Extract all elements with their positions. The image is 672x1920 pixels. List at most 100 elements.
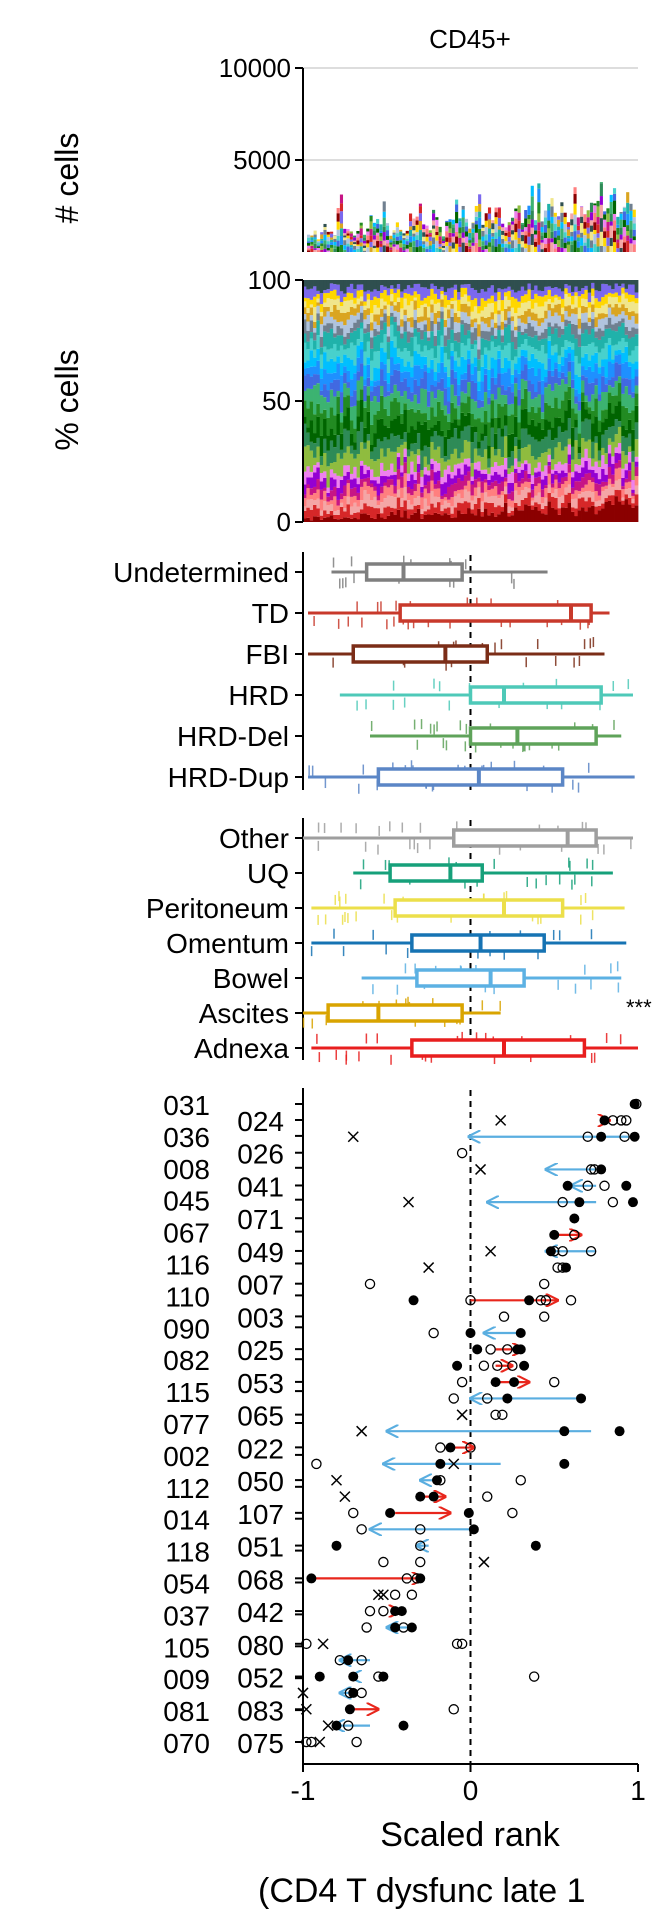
count-bar-segment (573, 231, 577, 241)
count-bar-segment (510, 240, 515, 249)
filled-point (574, 1197, 585, 1208)
composition-segment (336, 379, 341, 391)
composition-segment (564, 507, 569, 522)
composition-segment (534, 285, 538, 294)
count-bar-segment (484, 240, 488, 246)
composition-segment (547, 484, 552, 493)
composition-segment (480, 381, 485, 401)
cross-point (314, 1736, 326, 1748)
count-bar-segment (422, 241, 426, 245)
composition-segment (329, 500, 334, 505)
composition-segment (550, 376, 555, 391)
composition-segment (423, 303, 428, 307)
composition-segment (370, 360, 374, 381)
filled-point (306, 1573, 317, 1584)
composition-segment (581, 357, 585, 367)
count-bar-segment (622, 220, 626, 228)
composition-segment (574, 516, 579, 522)
patient-label-left: 014 (163, 1505, 210, 1536)
composition-segment (380, 298, 384, 309)
count-bar-segment (307, 245, 311, 249)
count-bar-segment (494, 207, 498, 213)
composition-segment (393, 497, 398, 509)
count-bar-segment (356, 233, 360, 238)
composition-segment (363, 442, 368, 449)
composition-segment (477, 408, 481, 419)
composition-segment (363, 305, 368, 310)
composition-segment (504, 481, 508, 487)
composition-segment (430, 391, 435, 408)
composition-segment (359, 465, 364, 480)
composition-segment (363, 333, 368, 352)
count-bar-segment (310, 245, 314, 249)
composition-segment (437, 280, 441, 290)
composition-segment (507, 457, 512, 469)
count-bar-segment (415, 235, 419, 240)
composition-segment (410, 495, 414, 505)
composition-segment (504, 280, 508, 289)
composition-segment (577, 346, 582, 364)
composition-segment (463, 501, 468, 514)
patient-label-left: 070 (163, 1728, 210, 1759)
composition-segment (396, 297, 401, 302)
composition-segment (413, 291, 418, 298)
composition-segment (544, 295, 548, 302)
composition-segment (487, 350, 491, 370)
composition-segment (557, 482, 562, 489)
composition-segment (540, 471, 545, 480)
composition-segment (376, 500, 381, 506)
count-bar-segment (455, 236, 459, 244)
composition-segment (349, 473, 354, 480)
composition-segment (416, 332, 421, 345)
composition-segment (326, 349, 331, 362)
composition-segment (624, 494, 629, 500)
composition-segment (624, 386, 629, 408)
composition-segment (607, 328, 612, 339)
composition-segment (316, 383, 321, 404)
composition-segment (403, 510, 408, 522)
composition-segment (359, 296, 364, 302)
composition-segment (627, 481, 632, 488)
count-bar-segment (583, 245, 587, 252)
count-bar-segment (504, 241, 508, 244)
count-bar-segment (353, 242, 357, 245)
count-bar-segment (385, 246, 390, 252)
composition-segment (490, 285, 495, 296)
composition-segment (457, 478, 461, 490)
composition-segment (336, 350, 341, 357)
composition-segment (547, 303, 552, 311)
composition-segment (634, 385, 639, 394)
count-bar-segment (550, 216, 554, 224)
composition-segment (426, 514, 431, 522)
composition-segment (554, 323, 558, 329)
composition-segment (530, 299, 535, 309)
composition-segment (453, 289, 458, 301)
count-bar-segment (504, 247, 508, 252)
composition-segment (400, 280, 404, 292)
composition-segment (437, 311, 441, 318)
site-label: UQ (247, 858, 289, 889)
composition-segment (530, 384, 535, 400)
count-bar-segment (313, 239, 317, 244)
composition-segment (430, 331, 435, 349)
composition-segment (406, 518, 411, 522)
composition-segment (339, 506, 344, 519)
composition-segment (336, 514, 341, 520)
composition-segment (617, 349, 622, 355)
composition-segment (323, 293, 327, 303)
composition-segment (353, 442, 357, 450)
count-bar-segment (497, 208, 501, 218)
composition-segment (550, 496, 555, 508)
composition-segment (450, 301, 455, 305)
composition-segment (440, 458, 445, 478)
composition-segment (356, 304, 361, 313)
composition-segment (333, 299, 337, 305)
count-bar-segment (432, 225, 436, 229)
composition-segment (587, 413, 592, 420)
composition-segment (316, 467, 321, 480)
composition-segment (403, 448, 408, 457)
composition-segment (581, 306, 585, 314)
composition-segment (544, 505, 548, 515)
composition-segment (393, 347, 398, 365)
